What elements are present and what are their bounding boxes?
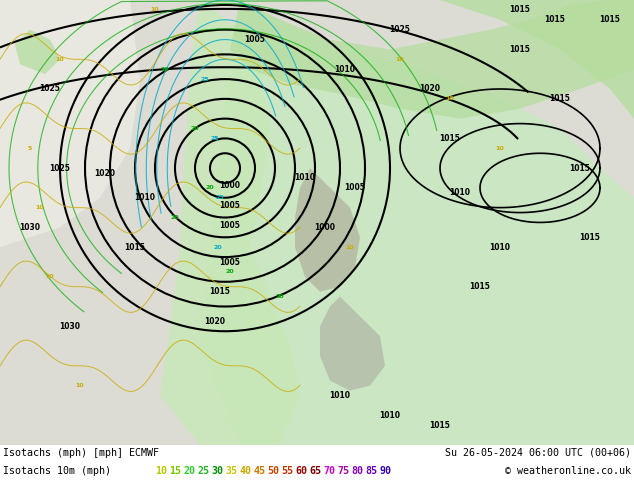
Polygon shape: [295, 168, 360, 292]
Text: 20: 20: [191, 126, 199, 131]
Text: 10: 10: [56, 57, 64, 62]
Text: 35: 35: [225, 466, 237, 476]
Text: 10: 10: [151, 7, 159, 12]
Text: 10: 10: [75, 383, 84, 388]
Text: 1005: 1005: [219, 221, 240, 230]
Text: 25: 25: [197, 466, 209, 476]
Text: 1030: 1030: [60, 322, 81, 331]
Text: 1020: 1020: [94, 169, 115, 177]
Text: 1025: 1025: [49, 164, 70, 172]
Text: 25: 25: [200, 76, 209, 82]
Text: 1010: 1010: [380, 411, 401, 420]
Text: 1015: 1015: [510, 45, 531, 54]
Text: 1015: 1015: [550, 95, 571, 103]
Text: 1010: 1010: [295, 173, 316, 182]
Polygon shape: [200, 0, 634, 445]
Text: 20: 20: [183, 466, 195, 476]
Text: 1020: 1020: [205, 317, 226, 326]
Polygon shape: [160, 0, 300, 445]
Polygon shape: [15, 30, 60, 74]
Text: 1015: 1015: [470, 282, 491, 291]
Text: 90: 90: [379, 466, 391, 476]
Text: Isotachs (mph) [mph] ECMWF: Isotachs (mph) [mph] ECMWF: [3, 448, 159, 458]
Polygon shape: [440, 0, 634, 119]
Text: 70: 70: [323, 466, 335, 476]
Text: 1030: 1030: [20, 223, 41, 232]
Polygon shape: [0, 0, 140, 247]
Polygon shape: [230, 0, 634, 119]
Text: 20: 20: [276, 294, 284, 299]
Text: 1015: 1015: [210, 287, 230, 296]
Text: 50: 50: [267, 466, 279, 476]
Polygon shape: [320, 296, 385, 391]
Text: 10: 10: [155, 466, 167, 476]
Text: 1020: 1020: [420, 84, 441, 94]
Text: 55: 55: [281, 466, 293, 476]
Text: 5: 5: [28, 146, 32, 151]
Text: Su 26-05-2024 06:00 UTC (00+06): Su 26-05-2024 06:00 UTC (00+06): [445, 448, 631, 458]
Text: 10: 10: [446, 97, 455, 101]
Text: 1015: 1015: [124, 243, 145, 252]
Text: 65: 65: [309, 466, 321, 476]
Text: 1015: 1015: [430, 420, 450, 430]
Text: 1005: 1005: [219, 258, 240, 267]
Text: 60: 60: [295, 466, 307, 476]
Text: 1010: 1010: [134, 193, 155, 202]
Text: 1015: 1015: [569, 164, 590, 172]
Text: 85: 85: [365, 466, 377, 476]
Text: 1025: 1025: [39, 84, 60, 94]
Text: 10: 10: [346, 245, 354, 250]
Text: 25: 25: [210, 136, 219, 141]
Text: 1015: 1015: [600, 15, 621, 24]
Text: 1000: 1000: [219, 181, 240, 191]
Text: 1015: 1015: [439, 134, 460, 143]
Text: 10: 10: [46, 274, 55, 279]
Text: 10: 10: [396, 57, 404, 62]
Text: 75: 75: [337, 466, 349, 476]
Text: 1000: 1000: [314, 223, 335, 232]
Text: 1010: 1010: [330, 391, 351, 400]
Text: 20: 20: [214, 245, 223, 250]
Text: 1010: 1010: [335, 65, 356, 74]
Text: 80: 80: [351, 466, 363, 476]
Text: 20: 20: [226, 270, 235, 274]
Text: 1015: 1015: [545, 15, 566, 24]
Text: © weatheronline.co.uk: © weatheronline.co.uk: [505, 466, 631, 476]
Text: 1025: 1025: [389, 25, 410, 34]
Text: 1005: 1005: [245, 35, 266, 44]
Text: 1010: 1010: [489, 243, 510, 252]
Text: 10: 10: [36, 205, 44, 210]
Text: 25: 25: [216, 195, 224, 200]
Text: 20: 20: [171, 215, 179, 220]
Text: 30: 30: [211, 466, 223, 476]
Text: 20: 20: [205, 185, 214, 190]
Text: 45: 45: [253, 466, 265, 476]
Text: 1005: 1005: [344, 183, 365, 193]
Text: 1010: 1010: [450, 188, 470, 197]
Text: Isotachs 10m (mph): Isotachs 10m (mph): [3, 466, 111, 476]
Text: 40: 40: [239, 466, 251, 476]
Text: 15: 15: [169, 466, 181, 476]
Text: 1015: 1015: [510, 5, 531, 14]
Text: 1005: 1005: [219, 201, 240, 210]
Text: 10: 10: [496, 146, 504, 151]
Text: 20: 20: [160, 67, 169, 72]
Text: 1015: 1015: [579, 233, 600, 242]
